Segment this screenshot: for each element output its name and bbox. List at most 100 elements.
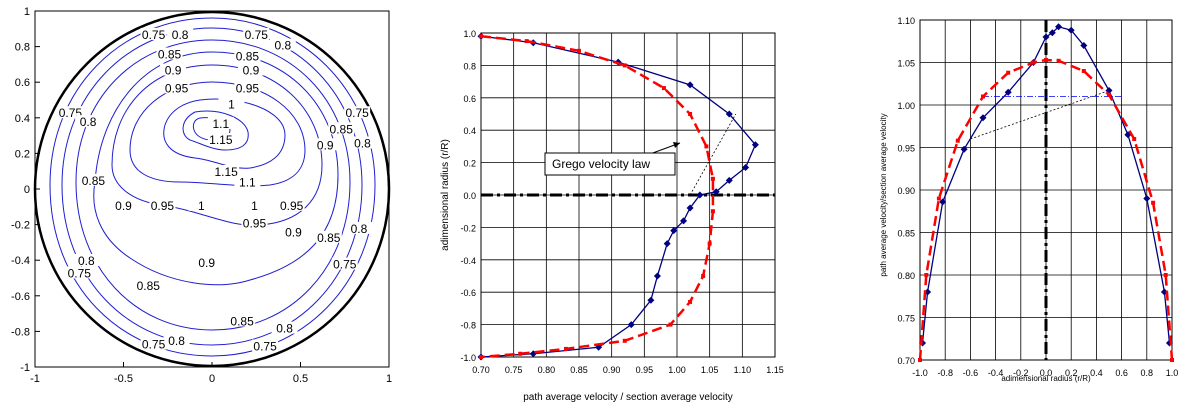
x-tick-label: -0.4 [988, 368, 1004, 378]
contour-label-bg [349, 136, 376, 149]
contour-label-bg [140, 337, 167, 350]
contour-label-bg [252, 339, 279, 352]
contour-label-bg [66, 266, 93, 279]
contour-label-bg [328, 122, 355, 135]
x-tick-label: -0.2 [1013, 368, 1029, 378]
measured-point-marker [653, 272, 661, 280]
y-tick-label: 0.6 [463, 94, 476, 104]
contour-label-bg [149, 198, 176, 211]
contour-label-bg [163, 81, 190, 94]
contour-label-bg [163, 334, 190, 347]
y-tick-label: 0.80 [897, 271, 915, 281]
contour-label: 0.8 [351, 222, 368, 236]
contour-label-bg [237, 63, 264, 76]
contour-label: 0.85 [82, 174, 106, 188]
contour-label-bg [73, 253, 100, 266]
p1-y-tick-label: 0.8 [15, 42, 30, 54]
measured-point-marker [939, 198, 947, 206]
y-tick-label: -0.4 [460, 256, 476, 266]
p1-y-tick-label: -0.4 [11, 255, 30, 267]
contour-label: 1.1 [213, 117, 230, 131]
y-tick-label: 1.05 [897, 59, 915, 69]
contour-label: 0.8 [276, 322, 293, 336]
contour-label-bg [156, 47, 183, 60]
measured-point-marker [686, 204, 694, 212]
grego-point-marker [918, 358, 922, 362]
measured-point-marker [725, 110, 733, 118]
p1-y-tick-label: -0.2 [11, 220, 30, 232]
grego-point-marker [479, 355, 483, 359]
p1-x-tick-label: -0.5 [114, 373, 133, 385]
p1-x-tick-label: -1 [30, 373, 40, 385]
x-tick-label: 0.8 [1141, 368, 1154, 378]
contour-label-bg [193, 255, 220, 268]
contour-label-bg [207, 116, 234, 129]
y-tick-label: -0.2 [460, 223, 476, 233]
contour-label-bg [234, 49, 261, 62]
grego-point-marker [1151, 200, 1156, 205]
contour-label: 0.9 [317, 138, 334, 152]
panel2-x-axis-title: path average velocity / section average … [523, 392, 733, 403]
contour-label: 0.85 [230, 315, 254, 329]
helper-line [970, 90, 1110, 140]
grego-point-marker [701, 274, 706, 278]
contour-panel: -1 -0.5 0 0.5 1 1 0.8 0.6 0.4 0.2 0 -0.2 -0.4 -0.6 -0.… [11, 6, 392, 385]
contour-plot-frame [34, 10, 390, 368]
grego-point-marker [936, 196, 941, 201]
grego-point-marker [661, 86, 666, 91]
y-tick-label: 0.95 [897, 144, 915, 154]
p1-y-tick-label: 0.2 [15, 148, 30, 160]
grego-point-marker [479, 34, 483, 39]
contour-label: 0.9 [115, 199, 132, 213]
measured-point-marker [1042, 33, 1050, 41]
measured-point-marker [1067, 26, 1075, 34]
measured-point-marker [960, 145, 968, 153]
grego-point-marker [707, 241, 712, 246]
grego-point-marker [1107, 92, 1111, 97]
contour-label: 0.8 [78, 254, 95, 268]
contour-label-bg [344, 106, 371, 119]
measured-point-marker [696, 191, 704, 199]
y-tick-label: 0.75 [897, 314, 915, 324]
grego-curve-line [480, 34, 715, 359]
x-tick-label: 0.90 [603, 365, 621, 375]
contour-label: 0.75 [245, 28, 269, 42]
contour-label: 1 [198, 199, 205, 213]
contour-line-085 [75, 39, 351, 331]
x-tick-label: 0.4 [1090, 368, 1103, 378]
y-tick-label: 1.00 [897, 101, 915, 111]
contour-label: 0.8 [80, 115, 97, 129]
contour-label-bg [229, 314, 256, 327]
y-tick-label: 1.10 [897, 16, 915, 26]
measured-point-marker [680, 217, 688, 225]
panel2-plot-frame [480, 32, 776, 358]
contour-label-bg [331, 257, 358, 270]
grego-point-marker [704, 144, 709, 149]
y-tick-label: 0.0 [463, 191, 476, 201]
contour-label-bg [160, 63, 187, 76]
p1-y-tick-label: 0.4 [15, 113, 30, 125]
measured-point-marker [647, 296, 655, 304]
contour-label: 0.95 [165, 81, 189, 95]
p1-x-tick-label: 0 [209, 373, 215, 385]
contour-label: 0.75 [333, 258, 357, 272]
p1-y-tick-label: 0.6 [15, 77, 30, 89]
grego-point-marker [563, 346, 568, 351]
velocity-profile-horizontal-panel: -1.0 -0.8 -0.6 -0.4 -0.2 0.0 0.2 0.4 0.6 0.8 1.0 1.… [879, 16, 1178, 383]
measured-point-marker [1004, 88, 1012, 96]
contour-label: 1.15 [209, 133, 233, 147]
velocity-profile-vertical-panel: 0.70 0.75 0.80 0.85 0.90 0.95 1.00 1.05 1.10 1.15… [440, 29, 784, 403]
measured-point-marker [1048, 29, 1056, 37]
contour-line-080 [61, 27, 363, 346]
panel2-y-axis-title: adimensional radius (r/R) [440, 139, 451, 251]
x-tick-label: 0.2 [1065, 368, 1078, 378]
contour-label: 0.75 [68, 266, 92, 280]
y-tick-label: 0.70 [897, 356, 915, 366]
panel3-plot-frame [919, 19, 1173, 361]
grego-callout: Grego velocity law [544, 142, 681, 176]
contour-label-bg [243, 27, 270, 40]
contour-label: 1 [228, 97, 235, 111]
contour-label-bg [280, 225, 307, 238]
p1-y-tick-label: -1 [20, 362, 30, 374]
